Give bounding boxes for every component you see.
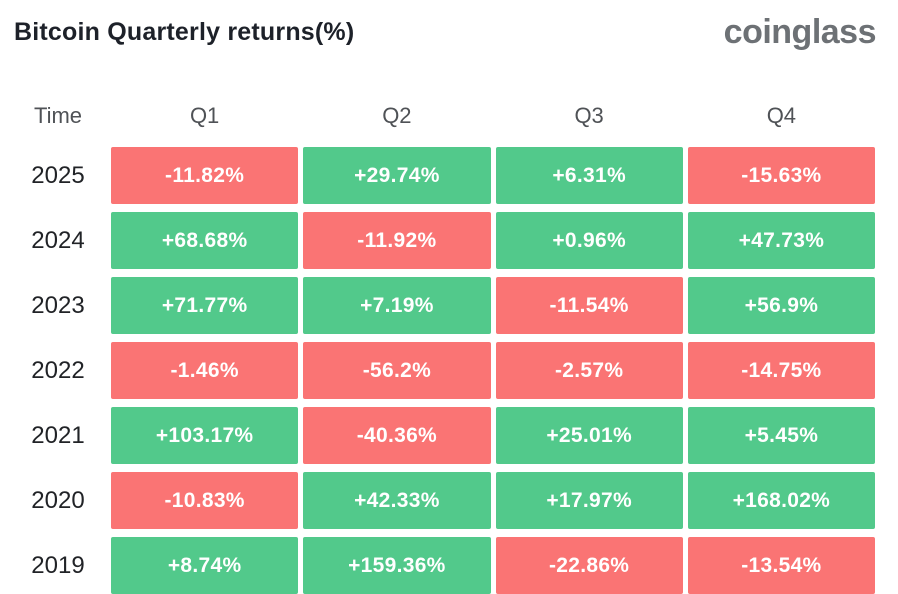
return-cell: +6.31% xyxy=(495,147,683,204)
quarterly-returns-table: 2025 -11.82% +29.74% +6.31% -15.63% 2024… xyxy=(10,147,875,594)
return-cell: -11.92% xyxy=(303,212,491,269)
return-cell: +8.74% xyxy=(111,537,299,594)
return-cell: +5.45% xyxy=(687,407,875,464)
return-cell: -11.82% xyxy=(111,147,299,204)
column-header-q1: Q1 xyxy=(189,103,220,128)
return-cell: +159.36% xyxy=(303,537,491,594)
return-cell: +29.74% xyxy=(303,147,491,204)
return-cell: -22.86% xyxy=(495,537,683,594)
return-cell: +47.73% xyxy=(687,212,875,269)
year-label: 2022 xyxy=(31,356,85,384)
return-cell: -2.57% xyxy=(495,342,683,399)
year-label: 2023 xyxy=(31,291,85,319)
year-label: 2024 xyxy=(31,226,85,254)
return-cell: -15.63% xyxy=(687,147,875,204)
coinglass-logo: coinglass xyxy=(723,13,877,51)
column-header-time: Time xyxy=(33,103,83,128)
return-cell: -11.54% xyxy=(495,277,683,334)
return-cell: +42.33% xyxy=(303,472,491,529)
return-cell: +0.96% xyxy=(495,212,683,269)
return-cell: +71.77% xyxy=(111,277,299,334)
return-cell: +68.68% xyxy=(111,212,299,269)
return-cell: +56.9% xyxy=(687,277,875,334)
column-header-q4: Q4 xyxy=(766,103,797,128)
return-cell: +103.17% xyxy=(111,407,299,464)
year-label: 2019 xyxy=(31,551,85,579)
return-cell: -10.83% xyxy=(111,472,299,529)
column-header-q3: Q3 xyxy=(574,103,604,128)
return-cell: -14.75% xyxy=(687,342,875,399)
year-label: 2020 xyxy=(31,486,85,514)
table-header-row: Time Q1 Q2 Q3 Q4 xyxy=(10,102,875,130)
return-cell: -1.46% xyxy=(111,342,299,399)
return-cell: -40.36% xyxy=(303,407,491,464)
return-cell: -13.54% xyxy=(687,537,875,594)
return-cell: +7.19% xyxy=(303,277,491,334)
page-title: Bitcoin Quarterly returns(%) xyxy=(14,18,355,46)
year-label: 2021 xyxy=(31,421,85,449)
return-cell: +168.02% xyxy=(687,472,875,529)
return-cell: +25.01% xyxy=(495,407,683,464)
column-header-q2: Q2 xyxy=(382,103,412,128)
topbar: Bitcoin Quarterly returns(%) coinglass xyxy=(0,0,898,62)
return-cell: +17.97% xyxy=(495,472,683,529)
year-label: 2025 xyxy=(31,161,85,189)
return-cell: -56.2% xyxy=(303,342,491,399)
